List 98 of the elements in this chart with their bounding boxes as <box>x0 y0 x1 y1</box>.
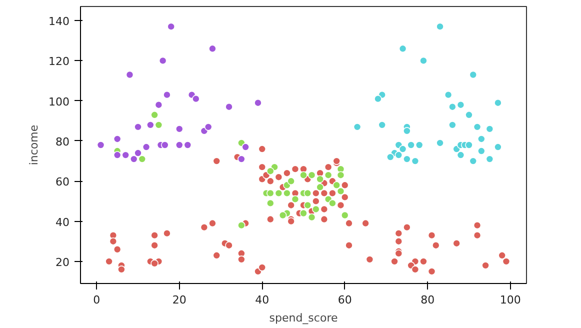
point <box>161 141 169 149</box>
point <box>478 147 486 155</box>
point <box>192 94 200 103</box>
point <box>473 123 482 131</box>
point <box>138 155 146 163</box>
point <box>304 201 312 210</box>
point <box>287 177 295 186</box>
point <box>478 135 486 143</box>
point <box>411 157 420 165</box>
x-tick-label: 20 <box>172 294 186 306</box>
point <box>122 151 130 159</box>
point <box>340 211 349 220</box>
point <box>328 199 336 208</box>
point <box>407 141 415 149</box>
point <box>448 102 456 111</box>
point <box>278 211 287 220</box>
point <box>130 155 138 163</box>
y-tick-label: 100 <box>48 95 70 108</box>
x-tick-label: 40 <box>255 294 270 306</box>
point <box>456 151 465 159</box>
point <box>316 183 324 192</box>
point <box>154 121 163 129</box>
y-tick-label: 140 <box>48 15 70 28</box>
point <box>134 149 142 157</box>
point <box>398 145 407 153</box>
point <box>242 143 250 151</box>
point <box>158 56 167 65</box>
point <box>175 141 184 149</box>
point <box>113 135 122 143</box>
point <box>304 189 312 198</box>
point <box>146 121 154 129</box>
y-tick-label: 120 <box>48 55 70 68</box>
point <box>494 98 502 107</box>
point <box>175 125 184 133</box>
point <box>436 139 444 147</box>
point <box>465 111 473 119</box>
point <box>444 90 452 99</box>
point <box>113 151 122 159</box>
point <box>300 209 308 218</box>
point <box>420 56 428 65</box>
point <box>448 121 456 129</box>
x-tick-label: 0 <box>93 294 100 306</box>
point <box>308 213 316 222</box>
point <box>266 167 274 175</box>
y-axis-title: income <box>28 124 41 166</box>
point <box>204 123 212 131</box>
point <box>353 123 362 131</box>
point <box>126 70 134 79</box>
point <box>150 111 158 119</box>
point <box>208 44 216 53</box>
point <box>238 221 246 230</box>
point <box>469 157 478 165</box>
point <box>403 127 411 135</box>
y-tick-label: 60 <box>56 176 70 189</box>
point <box>436 22 444 30</box>
point <box>184 141 192 149</box>
point <box>486 125 494 133</box>
point <box>154 100 163 109</box>
y-tick-label: 40 <box>56 216 70 229</box>
x-tick-label: 100 <box>500 294 521 306</box>
point <box>225 102 233 111</box>
point <box>386 153 394 161</box>
point <box>238 155 246 163</box>
point <box>486 155 494 163</box>
point <box>494 143 502 151</box>
point <box>332 181 340 190</box>
point <box>378 121 386 129</box>
point <box>374 94 382 103</box>
point <box>142 143 150 151</box>
point <box>316 175 324 184</box>
point <box>283 189 291 198</box>
x-axis-title: spend_score <box>269 312 338 324</box>
point <box>465 141 473 149</box>
point <box>291 195 300 204</box>
point <box>456 100 465 109</box>
point <box>163 90 171 99</box>
point <box>336 187 345 196</box>
point <box>398 44 407 53</box>
x-tick-label: 60 <box>338 294 352 306</box>
point <box>266 199 274 208</box>
y-tick-label: 20 <box>56 256 70 269</box>
point <box>167 22 176 30</box>
point <box>134 123 142 131</box>
point <box>324 171 332 179</box>
point <box>469 70 478 79</box>
y-tick-label: 80 <box>56 135 70 148</box>
point <box>300 171 308 179</box>
point <box>308 171 316 179</box>
point <box>415 141 424 149</box>
point <box>336 171 345 179</box>
point <box>394 151 403 159</box>
point <box>254 98 262 107</box>
point <box>96 141 105 149</box>
point <box>266 189 274 198</box>
point <box>274 189 283 198</box>
point <box>312 205 320 214</box>
point <box>403 155 411 163</box>
x-tick-label: 80 <box>420 294 435 306</box>
